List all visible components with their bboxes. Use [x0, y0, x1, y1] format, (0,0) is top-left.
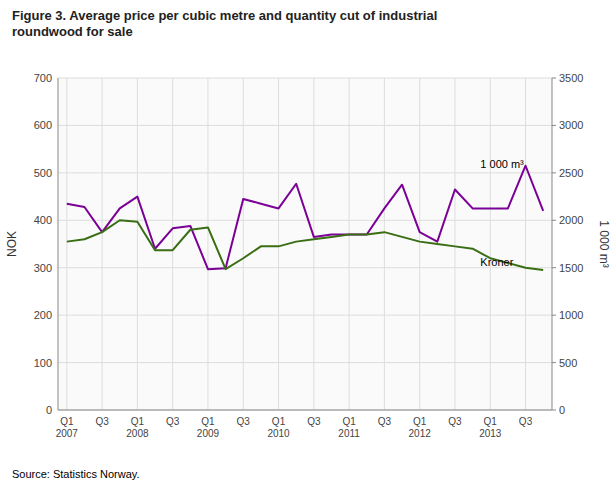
y2-tick	[552, 78, 556, 79]
grid-line	[243, 78, 244, 410]
grid-line	[384, 78, 385, 410]
y2-tick-label: 3000	[559, 119, 583, 131]
grid-line	[58, 78, 552, 79]
x-tick-label: Q12007	[56, 416, 79, 439]
y-tick-label: 600	[34, 119, 52, 131]
x-axis	[58, 410, 552, 411]
y2-tick-label: 0	[559, 404, 565, 416]
grid-line	[58, 125, 552, 126]
x-tick-label: Q3	[307, 416, 321, 427]
y2-tick	[552, 267, 556, 268]
grid-line	[172, 78, 173, 410]
y2-tick-label: 3500	[559, 72, 583, 84]
grid-line	[454, 78, 455, 410]
line-series	[67, 166, 543, 269]
y2-tick	[552, 362, 556, 363]
grid-line	[58, 410, 552, 411]
x-tick-label: Q3	[237, 416, 251, 427]
x-tick-label: Q3	[95, 416, 109, 427]
x-tick-label: Q12009	[197, 416, 220, 439]
x-tick-label: Q3	[448, 416, 462, 427]
y2-tick-label: 500	[559, 357, 577, 369]
y-tick-label: 200	[34, 309, 52, 321]
grid-line	[419, 78, 420, 410]
x-tick-label: Q12010	[267, 416, 290, 439]
y-axis	[58, 78, 59, 410]
x-tick-label: Q3	[166, 416, 180, 427]
grid-line	[58, 267, 552, 268]
y2-tick	[552, 125, 556, 126]
y-axis-label: NOK	[5, 231, 19, 257]
grid-line	[349, 78, 350, 410]
x-tick-label: Q12012	[409, 416, 432, 439]
line-series	[67, 220, 543, 270]
y2-tick	[552, 220, 556, 221]
y2-axis	[552, 78, 553, 410]
grid-line	[58, 362, 552, 363]
y-tick-label: 400	[34, 214, 52, 226]
x-tick-label: Q12013	[479, 416, 502, 439]
grid-line	[58, 315, 552, 316]
x-tick-label: Q3	[519, 416, 533, 427]
y2-tick-label: 2000	[559, 214, 583, 226]
y2-tick	[552, 410, 556, 411]
grid-line	[102, 78, 103, 410]
y2-tick	[552, 315, 556, 316]
x-tick-label: Q12011	[338, 416, 360, 439]
y-tick-label: 300	[34, 262, 52, 274]
title: Figure 3. Average price per cubic metre …	[12, 8, 437, 39]
grid-line	[58, 172, 552, 173]
y2-tick-label: 1000	[559, 309, 583, 321]
series-group	[67, 166, 543, 270]
grid-line	[207, 78, 208, 410]
x-tick-label: Q3	[378, 416, 392, 427]
grid-line	[278, 78, 279, 410]
y2-axis-label: 1 000 m³	[597, 220, 610, 267]
grid-line	[313, 78, 314, 410]
y-tick-label: 100	[34, 357, 52, 369]
grid	[58, 78, 552, 410]
y-tick-label: 0	[46, 404, 52, 416]
plot-area	[58, 78, 552, 410]
grid-line	[525, 78, 526, 410]
y2-tick	[552, 172, 556, 173]
annotation: Kroner	[480, 256, 513, 268]
annotation: 1 000 m³	[480, 158, 524, 170]
x-tick-label: Q12008	[126, 416, 149, 439]
y2-tick-label: 1500	[559, 262, 583, 274]
source: Source: Statistics Norway.	[12, 468, 140, 480]
y-tick-label: 500	[34, 167, 52, 179]
y2-tick-label: 2500	[559, 167, 583, 179]
grid-line	[137, 78, 138, 410]
y-tick-label: 700	[34, 72, 52, 84]
grid-line	[490, 78, 491, 410]
grid-line	[66, 78, 67, 410]
chart: Figure 3. Average price per cubic metre …	[0, 0, 610, 488]
